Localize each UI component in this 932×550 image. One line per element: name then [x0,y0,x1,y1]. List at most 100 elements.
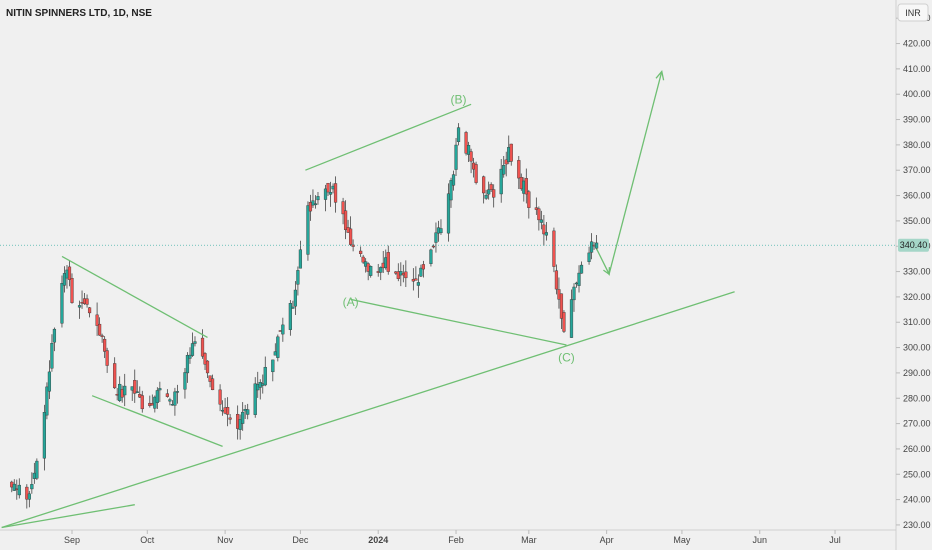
candle-body [421,264,425,270]
candle-body [308,202,313,212]
candle-body [446,193,451,234]
candle-body [313,203,318,206]
candle [205,360,210,378]
candle [323,184,328,212]
candle-body [155,390,159,403]
channel-upper-line[interactable] [61,255,208,338]
candle-body [386,252,390,272]
candle [105,347,109,373]
candle [434,222,438,253]
candle [439,219,443,235]
candle [419,264,423,278]
candle [50,334,54,372]
candle-body [183,372,187,390]
candle-body [188,354,192,359]
candle-body [502,165,506,175]
candle-body [133,380,137,394]
candle [492,184,496,208]
candle [123,373,127,407]
y-tick-label: 360.00 [903,191,931,201]
y-tick-label: 240.00 [903,495,931,505]
candle [77,300,82,319]
channel-lower-line[interactable] [91,395,223,448]
candle [502,156,506,178]
candle [559,293,564,329]
candle-body [77,305,82,308]
candle-body [311,200,315,206]
candle-body [419,267,423,277]
candle-body [499,168,503,195]
candle-body [17,484,21,496]
candle-body [359,250,363,254]
candle-body [341,201,345,215]
candle-body [42,412,46,459]
candle-body [351,244,355,247]
candle [291,300,295,309]
candle [456,123,461,146]
candle [594,235,599,251]
candle-body [158,388,162,391]
candle [140,390,144,413]
candle [165,389,169,398]
candle [421,260,425,278]
candle-body [226,407,230,415]
candle-body [587,252,591,262]
candle [173,387,177,416]
candle [349,216,353,247]
currency-badge-bg[interactable] [897,3,929,22]
candle [95,302,99,336]
y-tick-label: 400.00 [903,89,931,99]
candle [188,347,192,364]
candle-body [456,127,461,142]
candle-body [589,241,594,253]
candle-body [439,228,443,234]
projection-dip-arrowhead [603,267,611,276]
candle [572,283,576,312]
currency-badge[interactable]: INR [897,3,929,22]
candle [509,143,513,166]
candle [539,210,543,230]
candle [42,404,46,471]
candle [98,317,102,336]
wave-label: (C) [558,351,575,365]
candle-body [544,232,548,236]
candle [482,175,486,204]
candle [487,181,491,200]
candle-body [369,266,373,276]
candle [308,194,313,221]
candle-body [288,303,292,330]
candle [311,189,315,209]
candle-body [594,242,599,249]
chart-title: NITIN SPINNERS LTD, 1D, NSE [6,8,152,19]
candle [414,266,418,281]
y-tick-label: 290.00 [903,368,931,378]
candle-body [123,385,127,396]
a-c-line-line[interactable] [350,298,567,346]
candle [577,265,581,293]
candle [361,254,365,265]
candle [103,336,107,359]
projection-arrowhead [655,69,665,81]
candle [52,327,57,352]
candle [446,183,451,242]
trendline-line[interactable] [1,291,735,529]
candle [238,414,242,440]
candle-body [569,299,574,338]
candle [17,478,21,499]
candle-body [464,132,468,154]
candle [271,359,275,382]
currency-label[interactable]: INR [905,8,921,18]
trendline-short-line[interactable] [1,504,135,529]
candle [185,352,190,383]
b-line-line[interactable] [305,103,472,171]
candle-body [524,178,528,195]
candle-body [489,184,493,190]
candle [359,246,363,257]
candle-body [27,493,31,500]
candle-body [414,278,418,281]
candle-body [281,324,285,335]
wave-label: (B) [451,92,467,106]
candle [135,380,139,393]
candle [100,333,104,343]
